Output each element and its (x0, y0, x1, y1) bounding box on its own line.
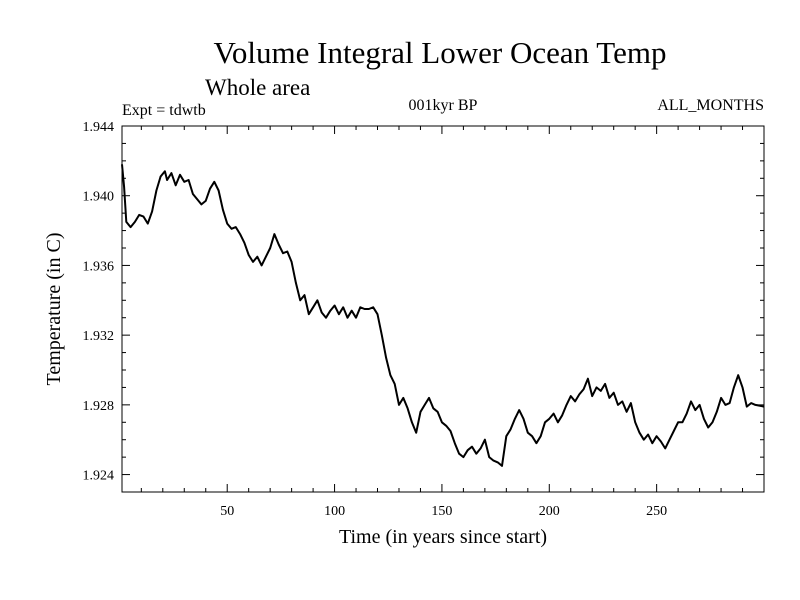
x-tick-label: 100 (324, 504, 345, 519)
x-tick-label: 150 (431, 504, 452, 519)
y-tick-label: 1.944 (83, 120, 115, 135)
months-label: ALL_MONTHS (657, 97, 764, 114)
y-axis: 1.924 1.928 1.932 1.936 1.940 1.944 (83, 120, 764, 493)
x-tick-label: 50 (220, 504, 234, 519)
y-axis-label: Temperature (in C) (43, 233, 65, 386)
experiment-label: Expt = tdwtb (122, 102, 206, 119)
y-tick-label: 1.932 (83, 329, 115, 344)
y-tick-label: 1.936 (83, 259, 115, 274)
y-tick-label: 1.928 (83, 399, 115, 414)
x-axis-label: Time (in years since start) (339, 526, 547, 548)
x-axis: 50 100 150 200 250 (140, 126, 744, 519)
chart-subtitle: Whole area (205, 75, 310, 100)
plot-frame (121, 125, 765, 493)
chart-title: Volume Integral Lower Ocean Temp (214, 35, 667, 70)
temperature-series-line (121, 164, 765, 467)
x-tick-label: 200 (539, 504, 560, 519)
period-label: 001kyr BP (409, 97, 478, 114)
x-tick-label: 250 (646, 504, 667, 519)
y-tick-label: 1.940 (83, 190, 115, 205)
y-tick-label: 1.924 (83, 469, 115, 484)
